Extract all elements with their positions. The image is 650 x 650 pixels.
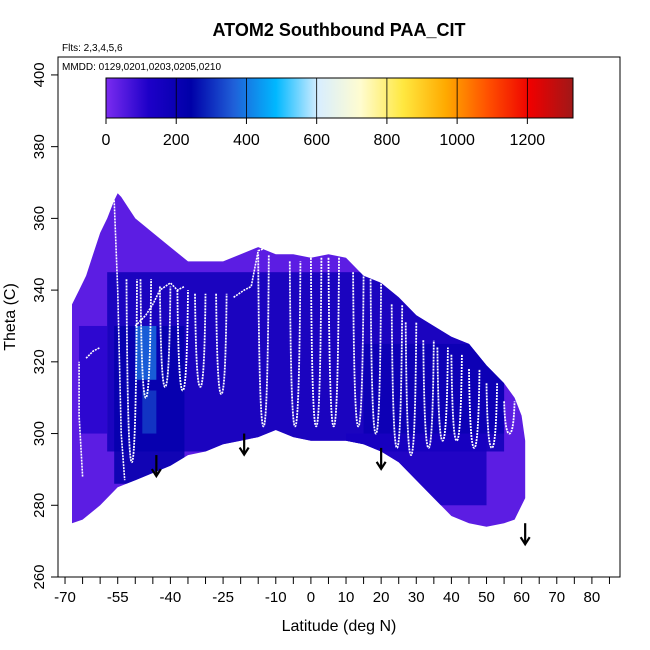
arrow-marker-3 bbox=[519, 523, 531, 547]
y-tick-label-3: 320 bbox=[31, 349, 48, 374]
flight-track-0 bbox=[113, 200, 126, 481]
x-tick-label-4: -10 bbox=[265, 589, 287, 606]
colorbar-bar bbox=[105, 77, 574, 119]
flight-profile-8 bbox=[310, 257, 323, 428]
dates-annotation: MMDD: 0129,0201,0203,0205,0210 bbox=[62, 62, 221, 73]
colorbar-tick-label-1: 200 bbox=[163, 132, 190, 149]
plot-area bbox=[57, 56, 621, 578]
x-tick-label-12: 70 bbox=[548, 589, 565, 606]
flight-profile-13 bbox=[404, 322, 418, 457]
arrow-head-1 bbox=[238, 446, 250, 457]
colorbar-tick-label-5: 1000 bbox=[439, 132, 475, 149]
flight-profile-11 bbox=[369, 279, 382, 435]
x-tick-label-3: -25 bbox=[212, 589, 234, 606]
flight-profile-17 bbox=[468, 368, 481, 449]
arrow-marker-0 bbox=[150, 455, 162, 479]
y-tick-label-1: 280 bbox=[31, 493, 48, 518]
flight-profile-7 bbox=[288, 261, 302, 428]
x-axis: -70 -55 -40 -25 -10 0 10 20 30 40 50 60 70 80 bbox=[54, 577, 610, 606]
arrow-markers bbox=[150, 433, 531, 547]
flight-profile-2 bbox=[159, 286, 172, 388]
flight-profile-5 bbox=[215, 293, 228, 396]
y-tick-label-4: 340 bbox=[31, 278, 48, 303]
colorbar-tick-label-3: 600 bbox=[303, 132, 330, 149]
arrow-head-3 bbox=[519, 536, 531, 547]
colorbar: 0 200 400 600 800 1000 1200 bbox=[102, 77, 574, 149]
x-tick-label-6: 10 bbox=[338, 589, 355, 606]
flight-profile-16 bbox=[450, 354, 463, 442]
colorbar-tick-label-2: 400 bbox=[233, 132, 260, 149]
x-tick-label-8: 30 bbox=[408, 589, 425, 606]
x-tick-label-13: 80 bbox=[584, 589, 601, 606]
colorbar-tick-label-6: 1200 bbox=[510, 132, 546, 149]
x-tick-label-7: 20 bbox=[373, 589, 390, 606]
x-axis-label: Latitude (deg N) bbox=[282, 618, 397, 635]
flight-track-1 bbox=[85, 346, 101, 359]
y-axis: 260 280 300 320 340 360 380 400 bbox=[31, 62, 58, 590]
y-tick-label-7: 400 bbox=[31, 62, 48, 87]
flight-track-4 bbox=[78, 361, 84, 477]
heatmap-cell-2 bbox=[135, 325, 157, 380]
flight-profile-6 bbox=[257, 254, 270, 428]
arrow-head-0 bbox=[150, 468, 162, 479]
flight-profile-14 bbox=[422, 340, 435, 449]
x-tick-label-2: -40 bbox=[160, 589, 182, 606]
flight-track-2 bbox=[134, 281, 185, 327]
x-tick-label-5: 0 bbox=[307, 589, 315, 606]
flight-profile-15 bbox=[436, 347, 449, 442]
chart-title: ATOM2 Southbound PAA_CIT bbox=[213, 20, 466, 40]
heatmap-cell-3 bbox=[142, 390, 157, 434]
arrow-head-2 bbox=[375, 461, 387, 471]
flight-profile-1 bbox=[139, 279, 152, 399]
flight-profile-3 bbox=[176, 290, 189, 392]
flight-tracks bbox=[78, 200, 270, 481]
colorbar-tick-label-0: 0 bbox=[102, 132, 111, 149]
heatmap-cell-6 bbox=[363, 343, 505, 434]
flight-profile-10 bbox=[352, 272, 365, 428]
flight-profiles bbox=[125, 254, 516, 464]
flight-profile-12 bbox=[390, 304, 404, 449]
flight-profile-9 bbox=[327, 257, 340, 428]
flights-annotation: Flts: 2,3,4,5,6 bbox=[62, 43, 123, 54]
colorbar-tick-label-4: 800 bbox=[374, 132, 401, 149]
heatmap-cell-4 bbox=[346, 433, 487, 506]
flight-profile-4 bbox=[194, 293, 207, 388]
flight-profile-0 bbox=[125, 279, 138, 464]
y-tick-label-0: 260 bbox=[31, 564, 48, 589]
x-tick-label-1: -55 bbox=[107, 589, 129, 606]
arrow-marker-2 bbox=[375, 447, 387, 471]
x-tick-label-11: 60 bbox=[513, 589, 530, 606]
x-tick-label-0: -70 bbox=[54, 589, 76, 606]
flight-track-3 bbox=[233, 246, 270, 298]
heatmap-cell-5 bbox=[79, 325, 108, 434]
y-tick-label-6: 380 bbox=[31, 134, 48, 159]
y-tick-label-2: 300 bbox=[31, 421, 48, 446]
flight-profile-19 bbox=[503, 401, 516, 435]
x-tick-label-9: 40 bbox=[443, 589, 460, 606]
x-tick-label-10: 50 bbox=[478, 589, 495, 606]
arrow-marker-1 bbox=[238, 433, 250, 457]
y-tick-label-5: 360 bbox=[31, 206, 48, 231]
y-axis-label: Theta (C) bbox=[2, 283, 19, 351]
